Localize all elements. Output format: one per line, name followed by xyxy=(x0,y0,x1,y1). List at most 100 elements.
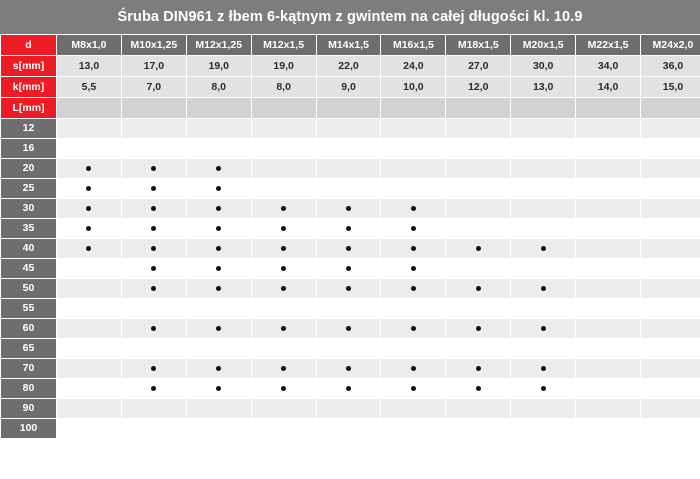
length-row-label: 35 xyxy=(1,219,56,238)
availability-dot-icon xyxy=(475,385,481,391)
availability-cell-marked xyxy=(186,259,251,278)
availability-dot-icon xyxy=(410,265,416,271)
length-row-label: 50 xyxy=(1,279,56,298)
availability-dot-icon xyxy=(346,265,351,271)
availability-dot-icon xyxy=(86,185,92,191)
availability-cell-empty xyxy=(381,179,446,198)
table-head: d M8x1,0 M10x1,25 M12x1,25 M12x1,5 M14x1,5 M1… xyxy=(1,35,700,55)
availability-cell-empty xyxy=(511,419,576,438)
length-row: 65 xyxy=(1,339,700,358)
length-row-label: 60 xyxy=(1,319,56,338)
availability-cell-marked xyxy=(121,359,186,378)
length-header-spacer-cell xyxy=(251,98,316,118)
availability-cell-empty xyxy=(511,159,576,178)
availability-cell-empty xyxy=(446,219,511,238)
availability-cell-marked xyxy=(121,319,186,338)
availability-cell-empty xyxy=(446,399,511,418)
availability-cell-marked xyxy=(121,259,186,278)
availability-cell-empty xyxy=(576,359,641,378)
availability-cell-empty xyxy=(381,139,446,158)
availability-cell-empty xyxy=(446,199,511,218)
column-header-4: M14x1,5 xyxy=(316,35,381,55)
availability-dot-icon xyxy=(346,225,351,231)
length-header-row: L[mm] xyxy=(1,98,700,118)
availability-dot-icon xyxy=(151,325,157,331)
availability-cell-empty xyxy=(641,399,700,418)
column-header-5: M16x1,5 xyxy=(381,35,446,55)
availability-dot-icon xyxy=(281,265,287,271)
length-row-label: 90 xyxy=(1,399,56,418)
availability-cell-marked xyxy=(121,219,186,238)
length-row-label: 40 xyxy=(1,239,56,258)
availability-cell-empty xyxy=(57,259,121,278)
availability-dot-icon xyxy=(410,225,416,231)
availability-cell-marked xyxy=(251,259,316,278)
availability-cell-marked xyxy=(446,279,511,298)
availability-cell-empty xyxy=(251,119,316,138)
availability-cell-marked xyxy=(316,359,381,378)
availability-cell-empty xyxy=(381,399,446,418)
availability-cell-empty xyxy=(446,179,511,198)
length-row-label: 16 xyxy=(1,139,56,158)
availability-cell-empty xyxy=(121,299,186,318)
availability-cell-empty xyxy=(57,419,121,438)
availability-cell-marked xyxy=(316,279,381,298)
availability-cell-empty xyxy=(121,339,186,358)
availability-cell-empty xyxy=(57,319,121,338)
spec-value-cell: 34,0 xyxy=(576,56,641,76)
availability-cell-empty xyxy=(186,339,251,358)
availability-dot-icon xyxy=(216,325,222,331)
availability-cell-marked xyxy=(251,219,316,238)
availability-cell-empty xyxy=(641,199,700,218)
availability-cell-marked xyxy=(121,239,186,258)
availability-cell-marked xyxy=(186,179,251,198)
spec-row: k[mm] 5,5 7,0 8,0 8,0 9,0 10,0 12,0 13,0 14,0 15,0 xyxy=(1,77,700,97)
availability-cell-empty xyxy=(251,299,316,318)
availability-dot-icon xyxy=(86,225,92,231)
availability-cell-marked xyxy=(251,199,316,218)
length-row: 70 xyxy=(1,359,700,378)
length-row: 40 xyxy=(1,239,700,258)
availability-dot-icon xyxy=(346,365,351,371)
availability-dot-icon xyxy=(475,245,481,251)
spec-value-cell: 17,0 xyxy=(121,56,186,76)
availability-cell-marked xyxy=(446,319,511,338)
availability-cell-marked xyxy=(381,199,446,218)
availability-cell-marked xyxy=(121,159,186,178)
availability-cell-empty xyxy=(57,359,121,378)
availability-cell-empty xyxy=(57,139,121,158)
availability-cell-marked xyxy=(381,279,446,298)
availability-cell-empty xyxy=(511,259,576,278)
availability-cell-marked xyxy=(57,219,121,238)
availability-dot-icon xyxy=(216,205,222,211)
availability-cell-empty xyxy=(251,419,316,438)
availability-cell-marked xyxy=(121,179,186,198)
availability-cell-empty xyxy=(186,119,251,138)
availability-cell-empty xyxy=(121,419,186,438)
availability-cell-empty xyxy=(511,299,576,318)
length-row: 90 xyxy=(1,399,700,418)
availability-dot-icon xyxy=(346,385,351,391)
spec-value-cell: 15,0 xyxy=(641,77,700,97)
availability-dot-icon xyxy=(540,285,546,291)
availability-cell-marked xyxy=(381,359,446,378)
length-row: 60 xyxy=(1,319,700,338)
availability-cell-marked xyxy=(446,239,511,258)
availability-dot-icon xyxy=(346,205,351,211)
availability-cell-empty xyxy=(576,119,641,138)
availability-dot-icon xyxy=(346,245,351,251)
spec-row-label: s[mm] xyxy=(1,56,56,76)
availability-cell-empty xyxy=(641,419,700,438)
availability-dot-icon xyxy=(216,225,222,231)
availability-cell-empty xyxy=(511,199,576,218)
availability-cell-empty xyxy=(641,139,700,158)
availability-cell-empty xyxy=(511,139,576,158)
availability-cell-empty xyxy=(446,339,511,358)
availability-cell-marked xyxy=(316,379,381,398)
availability-cell-marked xyxy=(186,279,251,298)
availability-cell-empty xyxy=(251,139,316,158)
availability-cell-marked xyxy=(186,379,251,398)
availability-cell-empty xyxy=(446,139,511,158)
availability-cell-empty xyxy=(641,159,700,178)
availability-cell-marked xyxy=(186,239,251,258)
